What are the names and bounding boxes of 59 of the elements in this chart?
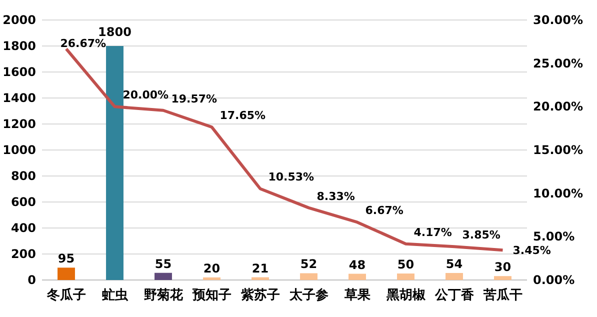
y2-tick-label: 25.00% xyxy=(533,56,583,70)
y-tick-label: 800 xyxy=(10,169,36,183)
y-tick-label: 2000 xyxy=(2,13,36,27)
bar xyxy=(252,277,269,280)
y2-tick-label: 10.00% xyxy=(533,186,583,200)
y-tick-label: 1400 xyxy=(2,91,36,105)
data-label: 3.85% xyxy=(462,228,500,242)
y-tick-label: 1200 xyxy=(2,117,36,131)
data-label: 10.53% xyxy=(268,170,314,184)
data-label: 21 xyxy=(252,261,269,276)
y2-tick-label: 30.00% xyxy=(533,13,583,27)
data-label: 19.57% xyxy=(171,92,218,106)
data-label: 3.45% xyxy=(512,244,551,258)
data-label: 48 xyxy=(348,258,366,272)
bar xyxy=(154,272,172,280)
x-tick-label: 紫苏子 xyxy=(240,287,280,303)
y-tick-label: 0 xyxy=(28,273,36,287)
data-label: 54 xyxy=(446,256,463,271)
data-label: 50 xyxy=(397,258,414,272)
y-tick-label: 1000 xyxy=(2,143,36,157)
data-label: 26.67% xyxy=(60,36,106,50)
data-label: 1800 xyxy=(98,25,132,39)
bar xyxy=(494,276,512,280)
data-label: 17.65% xyxy=(220,109,266,122)
y-tick-label: 400 xyxy=(10,221,36,235)
y2-tick-label: 20.00% xyxy=(533,100,583,114)
y-tick-label: 600 xyxy=(10,195,36,209)
bar xyxy=(348,274,366,280)
x-tick-label: 苦瓜干 xyxy=(482,287,522,303)
x-tick-label: 草果 xyxy=(343,288,372,303)
y-tick-label: 1600 xyxy=(2,65,36,79)
data-label: 8.33% xyxy=(316,190,355,203)
bar xyxy=(106,46,124,280)
y-tick-label: 200 xyxy=(10,247,36,261)
y-tick-label: 1800 xyxy=(2,39,36,53)
data-label: 55 xyxy=(154,256,172,271)
x-tick-label: 公丁香 xyxy=(434,287,475,303)
data-label: 52 xyxy=(300,257,318,272)
data-label: 6.67% xyxy=(365,204,404,218)
x-tick-label: 太子参 xyxy=(288,287,328,303)
bar xyxy=(397,274,414,280)
data-label: 20.00% xyxy=(122,88,169,102)
bar xyxy=(300,273,318,280)
data-label: 95 xyxy=(58,252,75,266)
line-series xyxy=(64,47,504,252)
x-tick-label: 冬瓜子 xyxy=(46,287,86,303)
bar xyxy=(203,277,220,280)
data-label: 30 xyxy=(494,260,512,274)
y2-tick-label: 0.00% xyxy=(533,273,575,287)
y2-tick-label: 15.00% xyxy=(533,143,583,157)
data-label: 20 xyxy=(203,261,220,276)
x-tick-label: 虻虫 xyxy=(100,287,129,303)
x-tick-label: 野菊花 xyxy=(144,287,184,303)
x-tick-label: 预知子 xyxy=(191,288,232,303)
data-label: 4.17% xyxy=(414,226,452,239)
y2-tick-label: 5.00% xyxy=(533,230,575,244)
bar xyxy=(58,268,75,280)
x-tick-label: 黑胡椒 xyxy=(385,288,426,303)
bar xyxy=(446,272,463,280)
